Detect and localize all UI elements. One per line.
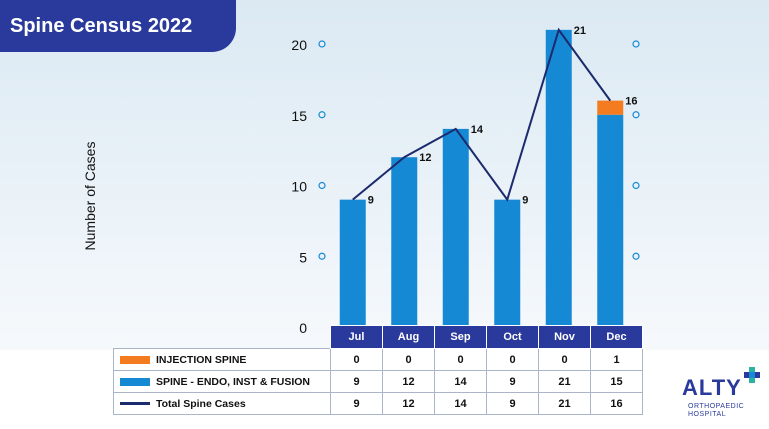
grid-dot-left bbox=[318, 181, 326, 190]
table-cell: 1 bbox=[590, 348, 643, 371]
bar-injection bbox=[597, 100, 624, 115]
table-header-cell: Aug bbox=[382, 325, 435, 349]
table-cell: 15 bbox=[590, 370, 643, 393]
table-cell: 0 bbox=[330, 348, 383, 371]
logo-brand: ALTY bbox=[682, 375, 742, 400]
bar-spine bbox=[545, 29, 572, 327]
legend-spine-endo: SPINE - ENDO, INST & FUSION bbox=[113, 370, 331, 393]
grid-dot-right bbox=[632, 40, 640, 48]
logo-subtitle: ORTHOPAEDIC HOSPITAL bbox=[688, 403, 744, 419]
logo-line1: ORTHOPAEDIC bbox=[688, 403, 745, 410]
grid-dot-left bbox=[318, 252, 326, 260]
table-row-total: Total Spine Cases 9 12 14 9 21 16 bbox=[113, 392, 643, 415]
row-label: SPINE - ENDO, INST & FUSION bbox=[156, 375, 311, 388]
table-cell: 12 bbox=[382, 370, 435, 393]
data-label: 14 bbox=[471, 124, 484, 136]
table-cell: 0 bbox=[434, 348, 487, 371]
bar-spine bbox=[391, 157, 418, 327]
data-label: 9 bbox=[522, 195, 528, 207]
data-label: 16 bbox=[625, 96, 637, 108]
y-tick-label: 0 bbox=[299, 320, 307, 336]
y-tick-label: 15 bbox=[291, 108, 307, 124]
table-cell: 9 bbox=[486, 370, 539, 393]
legend-swatch-blue bbox=[120, 377, 150, 386]
table-cell: 16 bbox=[590, 392, 643, 415]
table-cell: 21 bbox=[538, 392, 591, 415]
title-banner: Spine Census 2022 bbox=[0, 0, 236, 52]
alty-logo: ALTY ORTHOPAEDIC HOSPITAL bbox=[682, 367, 762, 425]
table-cell: 9 bbox=[330, 392, 383, 415]
table-corner bbox=[114, 326, 331, 349]
y-tick-label: 20 bbox=[291, 37, 307, 53]
total-line bbox=[352, 27, 612, 202]
legend-line-navy bbox=[120, 402, 150, 406]
table-header-row: Jul Aug Sep Oct Nov Dec bbox=[114, 325, 643, 349]
grid-dot-right bbox=[632, 181, 640, 190]
table-row-injection: INJECTION SPINE 0 0 0 0 0 1 bbox=[113, 348, 643, 371]
y-tick-label: 5 bbox=[299, 249, 307, 265]
row-label: INJECTION SPINE bbox=[156, 353, 247, 366]
bar-spine bbox=[597, 114, 624, 327]
data-label: 21 bbox=[574, 25, 586, 37]
table-row-spine: SPINE - ENDO, INST & FUSION 9 12 14 9 21… bbox=[113, 370, 643, 393]
row-label: Total Spine Cases bbox=[156, 397, 246, 410]
data-table: Jul Aug Sep Oct Nov Dec INJECTION SPINE … bbox=[113, 325, 643, 415]
bar-spine bbox=[494, 199, 521, 327]
legend-total-spine: Total Spine Cases bbox=[113, 392, 331, 415]
data-label: 12 bbox=[419, 152, 431, 164]
table-cell: 0 bbox=[538, 348, 591, 371]
table-header-cell: Jul bbox=[330, 325, 383, 349]
grid-dot-left bbox=[318, 40, 326, 48]
chart-title: Spine Census 2022 bbox=[10, 14, 193, 37]
table-header-cell: Sep bbox=[434, 325, 487, 349]
table-cell: 9 bbox=[486, 392, 539, 415]
legend-injection-spine: INJECTION SPINE bbox=[113, 348, 331, 371]
table-header-cell: Dec bbox=[590, 325, 643, 349]
table-cell: 21 bbox=[538, 370, 591, 393]
grid-dot-right bbox=[632, 252, 640, 260]
grid-dot-left bbox=[318, 111, 326, 119]
y-tick-label: 10 bbox=[291, 179, 307, 195]
legend-swatch-orange bbox=[120, 355, 150, 364]
table-cell: 12 bbox=[382, 392, 435, 415]
table-cell: 14 bbox=[434, 370, 487, 393]
table-header-cell: Oct bbox=[486, 325, 539, 349]
table-cell: 9 bbox=[330, 370, 383, 393]
chart-background bbox=[0, 0, 769, 350]
table-cell: 0 bbox=[486, 348, 539, 371]
table-header-cell: Nov bbox=[538, 325, 591, 349]
logo-cross-icon bbox=[744, 367, 760, 383]
logo-line2: HOSPITAL bbox=[688, 411, 727, 418]
data-label: 9 bbox=[368, 195, 374, 207]
table-cell: 14 bbox=[434, 392, 487, 415]
bar-spine bbox=[442, 128, 469, 327]
grid-dot-right bbox=[632, 111, 640, 119]
bar-spine bbox=[339, 199, 366, 327]
table-cell: 0 bbox=[382, 348, 435, 371]
